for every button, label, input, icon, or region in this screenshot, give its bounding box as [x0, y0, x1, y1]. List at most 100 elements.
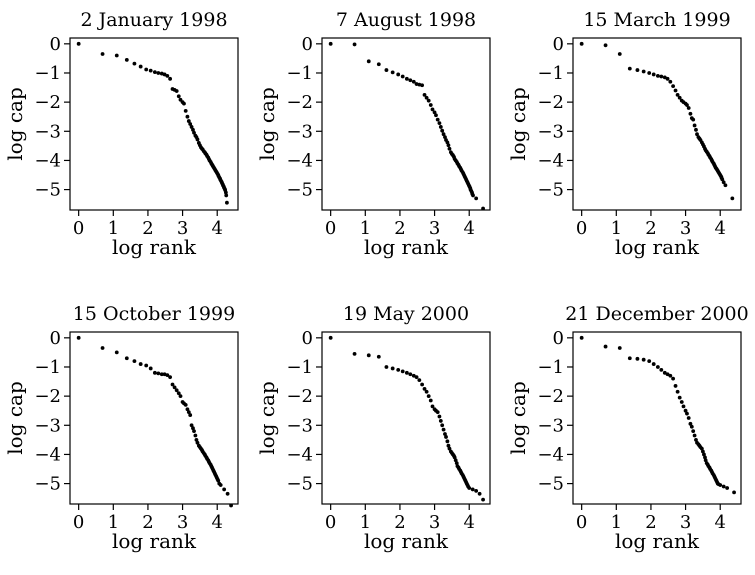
data-point — [723, 183, 728, 188]
x-tick-label: 1 — [360, 218, 371, 239]
data-point — [384, 68, 389, 72]
data-point — [647, 71, 652, 75]
data-point — [673, 384, 678, 388]
data-point — [445, 439, 450, 444]
chart-panel-4: 15 October 1999 0 1 2 3 4 0 −1 −2 −3 −4 −5 log rank l… — [3, 303, 239, 553]
data-point — [185, 407, 190, 412]
data-point — [428, 398, 433, 403]
data-point — [174, 89, 179, 93]
y-axis-label: log cap — [3, 87, 27, 161]
plot-frame — [321, 331, 491, 505]
data-point — [124, 356, 129, 361]
plot-frame — [69, 331, 239, 505]
data-point — [434, 113, 438, 118]
data-point — [225, 200, 229, 205]
data-point — [641, 357, 646, 362]
data-point — [366, 353, 371, 358]
data-point — [685, 103, 689, 107]
data-point — [218, 483, 223, 487]
data-point — [428, 103, 433, 107]
data-point — [216, 478, 221, 483]
data-point — [691, 117, 696, 122]
data-point — [430, 404, 435, 409]
data-point — [176, 94, 181, 99]
data-point — [477, 491, 482, 496]
data-point — [114, 53, 119, 58]
data-point — [627, 356, 632, 361]
data-point — [352, 351, 357, 356]
data-point — [481, 206, 485, 211]
data-point — [132, 359, 137, 364]
data-point — [176, 391, 181, 396]
data-point — [420, 83, 425, 88]
data-point — [422, 386, 427, 391]
data-point — [328, 41, 333, 46]
plot-frame — [321, 37, 491, 211]
y-tick-label: −2 — [537, 92, 564, 113]
x-tick-label: 3 — [429, 218, 440, 239]
data-point — [603, 344, 608, 349]
data-point — [376, 354, 381, 359]
data-point — [655, 365, 660, 369]
data-point — [366, 59, 371, 64]
data-point — [470, 487, 475, 492]
data-point — [702, 452, 706, 457]
data-point — [732, 490, 736, 495]
data-point — [148, 68, 153, 73]
data-point — [195, 440, 200, 445]
y-tick-label: −1 — [34, 357, 61, 378]
chart-panel-1: 2 January 1998 0 1 2 3 4 0 −1 −2 −3 −4 −5 log rank lo… — [3, 9, 239, 259]
x-tick-label: 1 — [108, 512, 119, 533]
y-tick-label: −2 — [34, 92, 61, 113]
data-point — [408, 78, 413, 83]
data-point — [124, 57, 129, 62]
data-point — [435, 117, 440, 122]
data-point — [691, 429, 696, 434]
data-point — [444, 435, 448, 439]
data-point — [186, 119, 191, 123]
data-point — [192, 429, 196, 434]
x-tick-label: 1 — [611, 218, 622, 239]
data-point — [223, 190, 228, 195]
data-point — [700, 449, 705, 454]
y-axis-label: log cap — [3, 381, 27, 455]
data-point — [668, 79, 673, 84]
data-point — [694, 437, 698, 442]
data-point — [193, 433, 198, 438]
data-point — [376, 62, 381, 67]
data-point — [229, 503, 233, 508]
data-point — [675, 92, 680, 97]
data-point — [659, 367, 664, 372]
x-tick-label: 4 — [463, 218, 474, 239]
x-tick-label: 3 — [177, 512, 188, 533]
x-axis-label: log rank — [615, 235, 700, 259]
data-point — [76, 41, 81, 46]
data-point — [443, 432, 447, 436]
data-point — [424, 95, 429, 100]
x-tick-label: 4 — [714, 512, 725, 533]
y-tick-label: −5 — [286, 474, 313, 495]
data-point — [417, 378, 422, 383]
data-point — [440, 423, 445, 428]
data-point — [185, 114, 190, 119]
data-point — [114, 350, 119, 355]
data-point — [635, 68, 640, 72]
data-point — [651, 72, 656, 77]
data-point — [603, 43, 608, 48]
data-point — [328, 335, 333, 340]
x-tick-label: 0 — [73, 512, 84, 533]
data-point — [659, 74, 664, 79]
data-point — [411, 79, 416, 84]
data-point — [76, 335, 81, 340]
data-point — [159, 372, 164, 377]
chart-title: 19 May 2000 — [343, 303, 469, 325]
data-point — [192, 130, 196, 135]
data-point — [692, 123, 697, 128]
y-tick-label: 0 — [302, 34, 313, 55]
x-axis-label: log rank — [364, 235, 449, 259]
data-point — [725, 486, 730, 490]
data-point — [447, 146, 452, 151]
data-point — [194, 437, 199, 442]
data-point — [446, 143, 451, 148]
